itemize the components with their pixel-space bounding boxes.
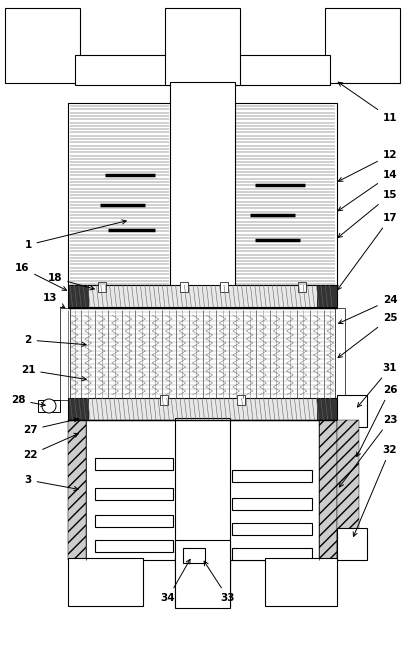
Bar [337,528,367,560]
Text: 22: 22 [23,433,79,460]
Text: 26: 26 [357,385,397,457]
Text: 25: 25 [338,313,397,358]
Bar [165,8,240,85]
Bar [180,282,188,292]
Bar [68,308,337,400]
Bar [95,540,173,552]
Text: 23: 23 [339,415,397,487]
Text: 2: 2 [24,335,86,346]
Bar [265,558,337,606]
Bar [183,548,205,563]
Text: 31: 31 [358,363,397,407]
Bar [319,420,337,560]
Bar [317,398,337,420]
Bar [232,498,312,510]
Bar [60,308,70,400]
Bar [317,285,337,307]
Bar [68,558,143,606]
Bar [298,282,306,292]
Bar [175,540,230,608]
Text: 33: 33 [204,561,235,603]
Text: 34: 34 [161,559,190,603]
Bar [98,282,106,292]
Circle shape [42,399,56,413]
Bar [325,8,400,83]
Text: 14: 14 [338,170,397,211]
Bar [232,523,312,535]
Text: 16: 16 [15,263,66,290]
Bar [68,398,337,420]
Bar [38,400,60,412]
Text: 32: 32 [353,445,397,536]
Bar [95,458,173,470]
Text: 12: 12 [339,150,397,182]
Bar [335,308,345,400]
Bar [237,395,245,405]
Text: 24: 24 [339,295,397,324]
Bar [75,55,330,85]
Bar [68,398,88,420]
Bar [68,420,86,560]
Text: 13: 13 [43,293,65,308]
Bar [188,548,216,566]
Bar [232,548,312,560]
Text: 21: 21 [21,365,86,380]
Bar [220,282,228,292]
Text: 15: 15 [338,190,397,238]
Bar [175,558,230,606]
Bar [337,398,345,408]
Bar [337,395,367,427]
Text: 18: 18 [48,273,94,290]
Text: 28: 28 [11,395,45,406]
Bar [337,420,359,560]
Bar [68,285,337,307]
Bar [68,420,337,560]
Bar [95,515,173,527]
Text: 3: 3 [24,475,78,490]
Text: 27: 27 [23,418,78,435]
Text: 11: 11 [338,82,397,123]
Bar [95,488,173,500]
Bar [68,285,88,307]
Bar [5,8,80,83]
Bar [160,395,168,405]
Text: 17: 17 [337,213,397,290]
Bar [68,103,337,288]
Text: 1: 1 [24,220,126,250]
Bar [232,470,312,482]
Bar [175,418,230,566]
Bar [170,82,235,288]
